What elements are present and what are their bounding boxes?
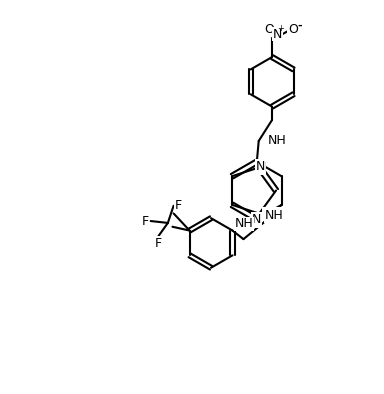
Text: -: - — [297, 21, 302, 31]
Text: NH: NH — [265, 209, 284, 222]
Text: N: N — [252, 213, 262, 226]
Text: F: F — [155, 237, 162, 250]
Text: O: O — [264, 23, 274, 36]
Text: O: O — [288, 23, 298, 36]
Text: N: N — [252, 214, 262, 227]
Text: F: F — [141, 214, 149, 227]
Text: N: N — [273, 28, 283, 41]
Text: N: N — [255, 160, 265, 173]
Text: NH: NH — [268, 134, 287, 147]
Text: NH: NH — [263, 207, 282, 220]
Text: +: + — [277, 24, 284, 33]
Text: NH: NH — [235, 217, 254, 230]
Text: F: F — [175, 199, 182, 212]
Text: N: N — [257, 161, 266, 174]
